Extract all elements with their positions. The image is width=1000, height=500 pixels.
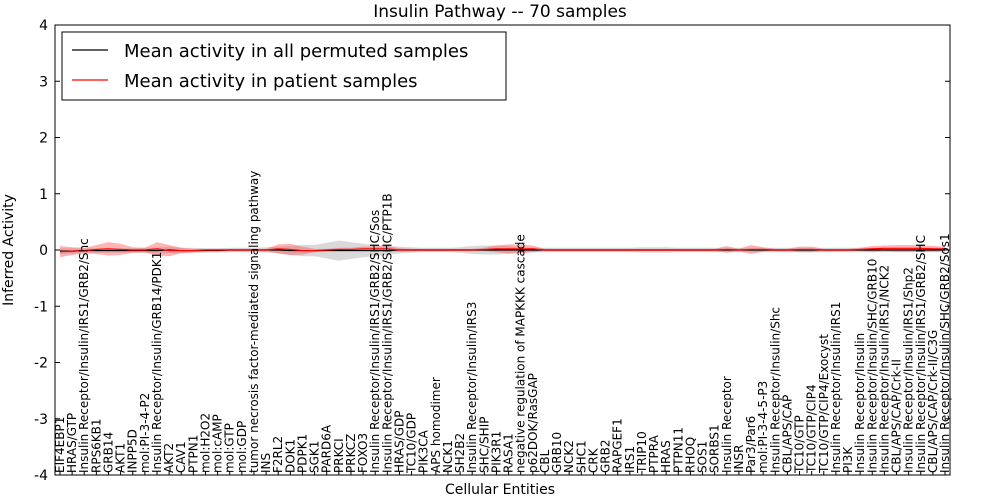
x-tick-label: Par3/Par6 xyxy=(744,416,758,473)
x-tick-label: p62DOK/RasGAP xyxy=(526,373,540,473)
y-tick-label: -4 xyxy=(34,468,48,484)
y-tick-label: 2 xyxy=(39,131,48,147)
x-tick-label: INSR xyxy=(732,445,746,473)
x-tick-label: mol:GDP xyxy=(235,421,249,473)
x-tick-label: HRAS/GDP xyxy=(392,410,406,473)
x-tick-label: RASA1 xyxy=(502,433,516,473)
x-tick-label: Insulin Receptor/Insulin/Shc xyxy=(768,307,782,473)
y-axis-ticks: -4 -3 -2 -1 0 1 2 3 4 xyxy=(34,18,950,484)
series-lines xyxy=(59,247,945,253)
x-tick-label: AKT2 xyxy=(162,443,176,473)
x-tick-label: PIK3R1 xyxy=(489,431,503,473)
x-tick-label: F2RL2 xyxy=(271,436,285,473)
x-tick-label: INS xyxy=(259,453,273,473)
x-tick-label: EIF4EBP1 xyxy=(53,417,67,473)
legend-box xyxy=(61,31,507,101)
x-tick-label: CRK xyxy=(586,447,600,473)
x-tick-label: PI3K xyxy=(841,446,855,473)
x-tick-label: TC10/GTP/CIP4/Exocyst xyxy=(817,334,831,474)
x-tick-label: AKT1 xyxy=(114,443,128,473)
x-tick-label: Insulin Receptor/Insulin/GRB14/PDK1 xyxy=(150,252,164,473)
x-tick-label: GRB10 xyxy=(550,432,564,473)
x-tick-label: PTPRA xyxy=(647,434,661,473)
x-tick-label: Insulin Receptor xyxy=(720,376,734,473)
x-tick-label: GRB2 xyxy=(599,439,613,473)
plot-frame xyxy=(54,24,951,476)
x-tick-label: SHC1 xyxy=(574,440,588,473)
x-tick-label: Insulin Receptor/Insulin/IRS1/Shp2 xyxy=(902,267,916,473)
x-tick-label: mol:GTP xyxy=(223,423,237,473)
y-tick-label: -3 xyxy=(34,412,48,428)
x-tick-label: CBL/APS/CAP/Crk-II/C3G xyxy=(926,330,940,473)
x-tick-label: HRAS/GTP xyxy=(65,413,79,473)
x-tick-label: PARD6A xyxy=(320,424,334,473)
x-tick-label: APS homodimer xyxy=(429,377,443,473)
x-tick-label: TRIP10 xyxy=(635,431,649,474)
x-tick-label: PTPN11 xyxy=(671,427,685,473)
y-tick-label: -1 xyxy=(34,299,48,315)
x-tick-label: SOS1 xyxy=(696,441,710,473)
x-tick-label: PIK3CA xyxy=(417,429,431,473)
x-tick-label: CBL/APS/CAP/Crk-II xyxy=(890,359,904,473)
x-tick-label: RAPGEF1 xyxy=(611,418,625,473)
x-tick-label: Insulin Receptor/Insulin/IRS1/GRB2/SHC/P… xyxy=(380,193,394,473)
x-tick-label: tumor necrosis factor-mediated signaling… xyxy=(247,171,261,473)
x-tick-label: NCK2 xyxy=(562,440,576,473)
x-tick-label: DOK1 xyxy=(283,439,297,473)
x-tick-label: mol:PI-3-4-P2 xyxy=(138,393,152,473)
x-axis-label: Cellular Entities xyxy=(445,482,555,498)
chart-title: Insulin Pathway -- 70 samples xyxy=(373,2,627,22)
x-tick-label: Insulin Receptor/Insulin/SHC/GRB2/Sos1 xyxy=(938,233,952,473)
x-tick-label: CBL/APS/CAP xyxy=(780,395,794,473)
x-tick-label: Insulin Receptor/Insulin/IRS3 xyxy=(465,302,479,473)
x-tick-label: SH2B2 xyxy=(453,433,467,473)
y-tick-label: -2 xyxy=(34,356,48,372)
x-tick-label: SORBS1 xyxy=(708,424,722,473)
x-tick-label: RHOQ xyxy=(683,437,697,473)
x-tick-label: HRAS xyxy=(659,440,673,473)
x-tick-label: mol:PI-3-4-5-P3 xyxy=(756,381,770,473)
x-tick-label: TC10/GTP xyxy=(793,415,807,474)
x-tick-label: FOXO3 xyxy=(356,433,370,473)
y-tick-label: 0 xyxy=(39,243,48,259)
x-tick-label: CBL xyxy=(538,449,552,473)
x-tick-label: Insulin Receptor/Insulin xyxy=(853,333,867,473)
x-tick-label: PRKCZ xyxy=(344,434,358,473)
x-tick-label: Insulin Receptor/Insulin/SHC/GRB10 xyxy=(865,259,879,473)
x-tick-label: SHC/SHIP xyxy=(477,417,491,473)
x-tick-label: mol:cAMP xyxy=(211,414,225,473)
x-tick-label: mol:H2O2 xyxy=(198,413,212,473)
y-tick-label: 3 xyxy=(39,74,48,90)
x-tick-label: PDPK1 xyxy=(295,434,309,473)
x-tick-label: PTPN1 xyxy=(186,435,200,473)
legend-label-permuted: Mean activity in all permuted samples xyxy=(124,41,468,62)
x-tick-label: IRS1 xyxy=(623,446,637,473)
x-tick-label: TC10/GDP xyxy=(405,413,419,474)
y-axis-label: Inferred Activity xyxy=(1,194,17,306)
legend-label-patient: Mean activity in patient samples xyxy=(124,71,418,92)
x-tick-label: Insulin Receptor/Insulin/IRS1 xyxy=(829,302,843,473)
x-tick-label: CAV1 xyxy=(174,441,188,473)
legend: Mean activity in all permuted samples Me… xyxy=(61,31,507,101)
x-tick-label: SGK1 xyxy=(308,441,322,473)
x-tick-label: RPS6KB1 xyxy=(89,418,103,473)
y-tick-label: 1 xyxy=(39,187,48,203)
x-tick-label: Insulin Receptor/Insulin/IRS1/GRB2/SHC xyxy=(914,235,928,473)
x-tick-label: INPP5D xyxy=(126,429,140,473)
x-tick-label: Insulin Receptor/Insulin/IRS1/GRB2/SHC/S… xyxy=(368,210,382,473)
line-series-1 xyxy=(59,247,945,253)
x-tick-label: negative regulation of MAPKKK cascade xyxy=(514,234,528,473)
y-tick-label: 4 xyxy=(39,18,48,34)
x-tick-label: NCK1 xyxy=(441,440,455,473)
x-tick-label: Insulin Receptor/Insulin/IRS1/NCK2 xyxy=(877,265,891,473)
x-tick-label: TC10/GTP/CIP4 xyxy=(805,384,819,474)
x-tick-label: PRKCI xyxy=(332,438,346,473)
x-tick-label: GRB14 xyxy=(101,432,115,473)
x-tick-label: Insulin Receptor/Insulin/IRS1/GRB2/Shc xyxy=(77,238,91,473)
